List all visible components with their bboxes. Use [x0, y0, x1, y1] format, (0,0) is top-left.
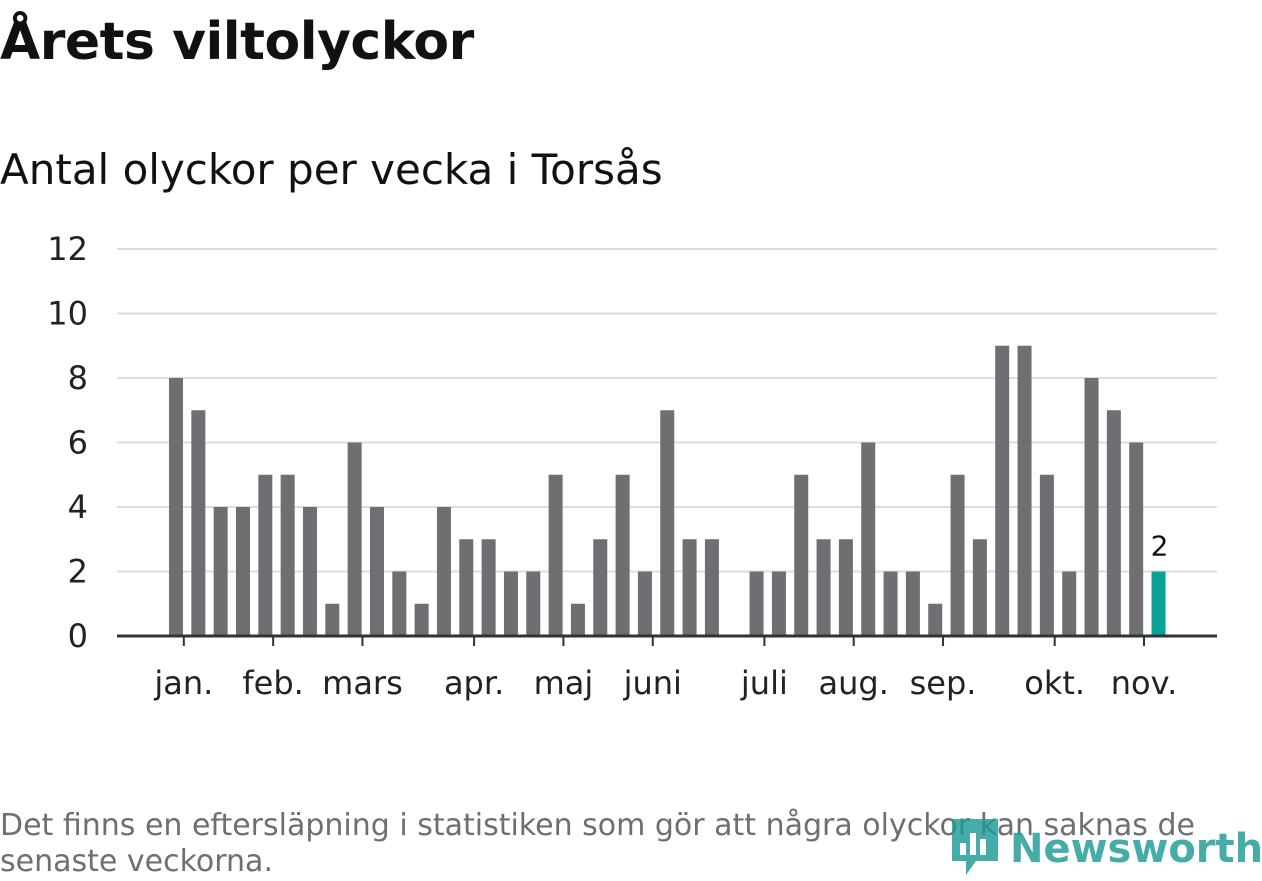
- x-tick-label: sep.: [910, 664, 977, 702]
- y-tick-label: 4: [68, 488, 88, 526]
- brand-name: Newsworthy: [1010, 825, 1262, 872]
- bar: [459, 539, 474, 636]
- bar: [838, 539, 853, 636]
- bar: [1106, 410, 1121, 636]
- bar: [302, 507, 317, 636]
- bar: [704, 539, 719, 636]
- bar: [660, 410, 675, 636]
- bar: [503, 571, 518, 636]
- x-tick-label: nov.: [1111, 664, 1177, 702]
- bar: [883, 571, 898, 636]
- bar: [749, 571, 764, 636]
- bar: [280, 474, 295, 636]
- bar: [682, 539, 697, 636]
- bar: [950, 474, 965, 636]
- bar: [1084, 378, 1099, 636]
- bar: [861, 442, 876, 636]
- bar: [347, 442, 362, 636]
- bar: [325, 603, 340, 636]
- bar: [995, 345, 1010, 636]
- x-tick-label: okt.: [1024, 664, 1085, 702]
- bar: [593, 539, 608, 636]
- y-tick-label: 8: [68, 359, 88, 397]
- bar: [169, 378, 183, 636]
- x-tick-label: juli: [740, 664, 788, 702]
- y-tick-label: 2: [68, 553, 88, 591]
- x-tick-label: maj: [534, 664, 594, 702]
- bar-chart: 0 2 4 6 8 10 12 jan. feb. mars apr. maj juni juli aug…: [47, 230, 1217, 702]
- bar: [615, 474, 630, 636]
- bars: [169, 345, 1166, 636]
- y-tick-label: 0: [68, 617, 88, 655]
- bar: [771, 571, 786, 636]
- bar-highlight: [1151, 571, 1166, 636]
- bar: [794, 474, 809, 636]
- bar: [1129, 442, 1144, 636]
- bar: [235, 507, 250, 636]
- x-axis: jan. feb. mars apr. maj juni juli aug. sep. okt. n…: [117, 634, 1217, 702]
- bar: [972, 539, 987, 636]
- x-tick-label: juni: [623, 664, 682, 702]
- x-tick-label: apr.: [444, 664, 504, 702]
- y-tick-label: 10: [47, 295, 88, 333]
- bar: [905, 571, 920, 636]
- highlight-value-label: 2: [1151, 530, 1169, 563]
- bar: [1017, 345, 1032, 636]
- x-tick-label: mars: [322, 664, 403, 702]
- x-tick-label: aug.: [819, 664, 889, 702]
- x-tick-label: jan.: [153, 664, 213, 702]
- x-tick-label: feb.: [242, 664, 303, 702]
- y-axis-ticks: 0 2 4 6 8 10 12: [47, 230, 88, 655]
- bar: [548, 474, 563, 636]
- bar: [258, 474, 273, 636]
- chart-subtitle: Antal olyckor per vecka i Torsås: [0, 145, 663, 194]
- bar: [1039, 474, 1054, 636]
- bar: [570, 603, 585, 636]
- bar: [928, 603, 943, 636]
- bar: [414, 603, 429, 636]
- y-tick-label: 6: [68, 424, 88, 462]
- y-tick-label: 12: [47, 230, 88, 268]
- bar: [481, 539, 496, 636]
- bar: [1062, 571, 1077, 636]
- bar: [526, 571, 541, 636]
- bar: [816, 539, 831, 636]
- bar: [191, 410, 206, 636]
- bar: [369, 507, 384, 636]
- value-labels: 2: [1151, 530, 1169, 563]
- bar: [637, 571, 652, 636]
- bar: [213, 507, 228, 636]
- bar: [392, 571, 407, 636]
- chart-title: Årets viltolyckor: [0, 12, 474, 72]
- bar-chart-speech-bubble-icon: [950, 817, 1000, 881]
- bar: [436, 507, 451, 636]
- newsworthy-logo: Newsworthy: [950, 818, 1262, 879]
